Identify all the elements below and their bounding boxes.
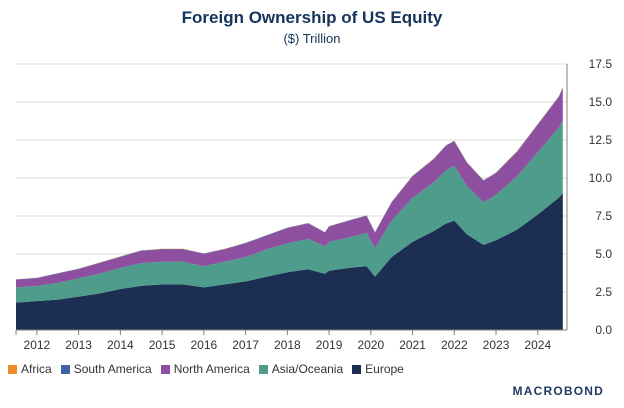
y-tick-label: 0.0 [595,323,612,337]
macrobond-logo: MACROBOND [512,384,604,398]
y-tick-label: 10.0 [589,171,613,185]
y-tick-label: 7.5 [595,209,612,223]
x-tick-label: 2021 [399,338,426,352]
axes: 0.0 2.5 5.0 7.5 10.0 12.5 15.0 17.5 2012 2013 2014… [15,57,613,352]
y-tick-label: 12.5 [589,133,613,147]
area-asia-oceania [16,120,563,303]
legend-item: Africa [8,362,52,376]
legend: Africa South America North America Asia/Oce… [8,362,413,376]
legend-item: North America [160,362,250,376]
legend-swatch [160,364,170,374]
x-tick-label: 2020 [357,338,384,352]
x-tick-label: 2023 [483,338,510,352]
legend-swatch [258,364,268,374]
x-tick-label: 2013 [65,338,92,352]
area-europe [16,193,563,330]
y-tick-label: 17.5 [589,57,613,71]
y-tick-label: 2.5 [595,285,612,299]
x-tick-label: 2019 [316,338,343,352]
legend-item: South America [60,362,152,376]
chart-subtitle: ($) Trillion [283,31,341,46]
legend-label: Africa [21,362,52,376]
x-tick-label: 2024 [524,338,551,352]
legend-label: Europe [365,362,404,376]
x-tick-label: 2014 [107,338,134,352]
legend-label: South America [73,362,152,376]
x-tick-label: 2018 [274,338,301,352]
legend-label: Asia/Oceania [271,362,344,376]
legend-item: Asia/Oceania [258,362,344,376]
legend-swatch [60,364,70,374]
x-tick-label: 2016 [190,338,217,352]
legend-swatch [352,364,362,374]
x-tick-label: 2017 [232,338,259,352]
x-tick-label: 2015 [149,338,176,352]
legend-item: Europe [352,362,404,376]
y-tick-label: 15.0 [589,95,613,109]
x-tick-label: 2022 [441,338,468,352]
stacked-areas [16,87,563,330]
legend-swatch [8,364,17,374]
chart-title: Foreign Ownership of US Equity [181,8,443,27]
y-tick-label: 5.0 [595,247,612,261]
x-tick-label: 2012 [24,338,51,352]
legend-label: North America [173,362,250,376]
